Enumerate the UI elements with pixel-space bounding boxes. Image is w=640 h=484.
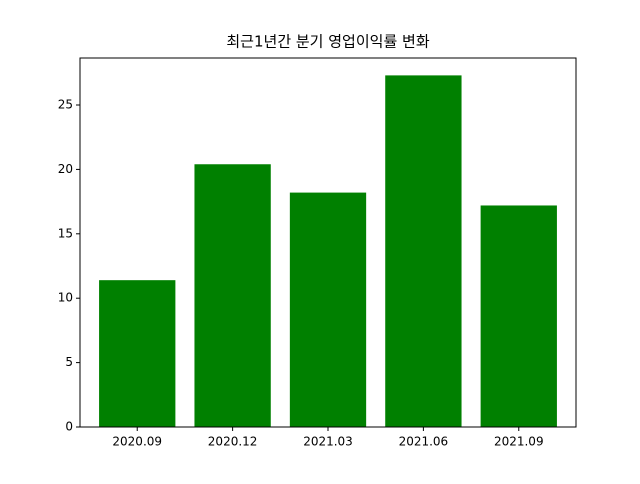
- axes-frame: [79, 57, 577, 428]
- x-tick-label: 2021.09: [494, 435, 544, 449]
- x-tick-label: 2021.03: [303, 435, 353, 449]
- y-tick-label: 25: [58, 98, 73, 112]
- bar: [194, 164, 271, 428]
- bar: [99, 280, 176, 427]
- bar: [289, 192, 367, 427]
- x-tick-label: 2020.12: [208, 435, 258, 449]
- y-tick-label: 5: [65, 355, 73, 369]
- chart-title: 최근1년간 분기 영업이익률 변화: [226, 33, 429, 51]
- y-tick-label: 0: [65, 420, 73, 434]
- y-tick-label: 10: [58, 291, 73, 305]
- x-tick-label: 2021.06: [399, 435, 449, 449]
- y-tick-label: 20: [58, 162, 73, 176]
- x-tick-label: 2020.09: [112, 435, 162, 449]
- bar: [480, 205, 557, 427]
- bar: [385, 75, 462, 427]
- y-tick-label: 15: [58, 226, 73, 240]
